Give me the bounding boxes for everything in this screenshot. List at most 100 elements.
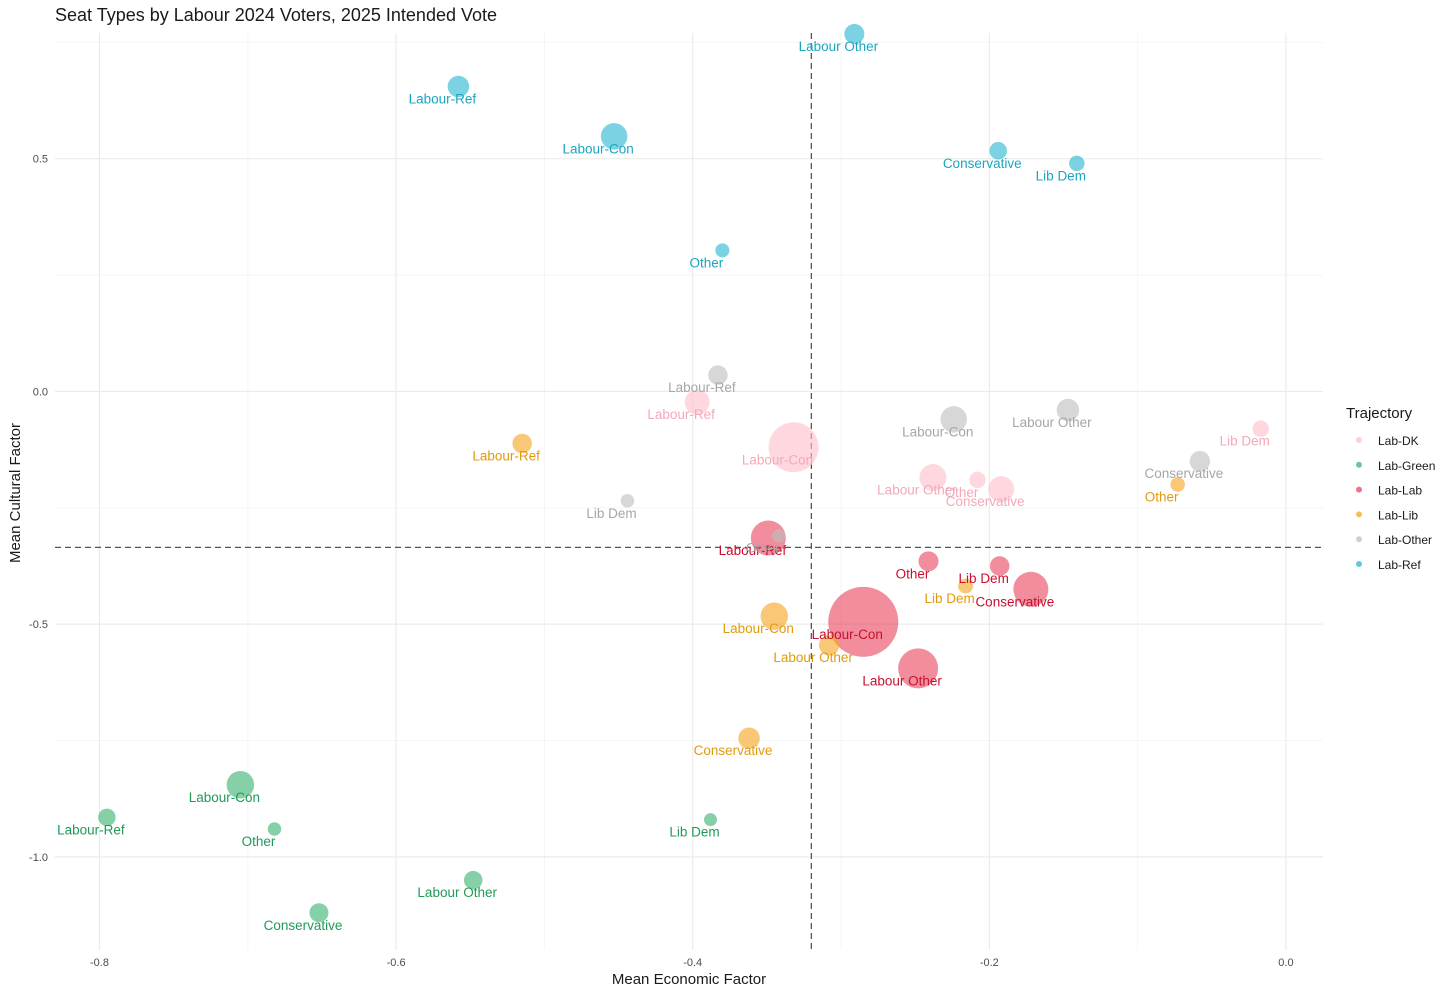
point-lab-lib [818, 634, 840, 656]
point-label: Labour Other [417, 885, 497, 900]
point-lab-other [771, 528, 786, 543]
point-lab-ref [447, 75, 470, 98]
point-lab-dk [969, 471, 986, 489]
point-lab-dk [988, 476, 1015, 503]
point-lab-ref [844, 23, 865, 44]
point-label: Labour-Con [562, 141, 633, 156]
point-label: Other [896, 566, 930, 581]
point-lab-other [1056, 398, 1080, 422]
point-lab-lab [828, 586, 899, 657]
point-lab-ref [600, 123, 628, 150]
legend-label-lab-ref: Lab-Ref [1378, 558, 1421, 572]
point-label: Other [746, 541, 780, 556]
y-axis-title: Mean Cultural Factor [7, 423, 24, 563]
y-tick-label: -1.0 [29, 852, 48, 864]
point-label: Labour-Con [189, 790, 260, 805]
x-tick-label: -0.2 [980, 957, 999, 969]
point-label: Labour Other [862, 673, 942, 688]
tick-labels-layer: -0.8 -0.6 -0.4 -0.2 0.0 -1.0 -0.5 0.0 0.5 [29, 154, 1294, 969]
legend-key-lab-lib [1356, 511, 1362, 518]
point-label: Labour-Con [812, 627, 883, 642]
point-lab-lab [989, 556, 1010, 576]
point-label: Lib Dem [959, 571, 1009, 586]
point-label: Other [1145, 490, 1179, 505]
point-lab-other [1189, 450, 1211, 472]
point-label: Conservative [946, 494, 1025, 509]
point-lab-lib [1170, 477, 1185, 492]
point-lab-green [267, 822, 282, 836]
point-lab-lib [738, 727, 760, 749]
point-label: Labour-Ref [647, 407, 715, 422]
x-tick-label: 0.0 [1278, 957, 1293, 969]
point-lab-other [620, 494, 635, 508]
grid-layer [55, 33, 1323, 950]
point-lab-ref [989, 142, 1007, 160]
point-lab-green [463, 870, 483, 890]
point-lab-dk [768, 422, 819, 473]
point-lab-lib [512, 433, 532, 454]
point-label: Other [689, 255, 723, 270]
point-lab-ref [715, 243, 730, 258]
point-lab-green [309, 903, 329, 923]
point-lab-dk [1252, 420, 1269, 437]
point-lab-ref [1069, 155, 1085, 172]
point-label: Lib Dem [1036, 168, 1086, 183]
legend-label-lab-lib: Lab-Lib [1378, 508, 1418, 522]
point-label: Conservative [264, 918, 343, 933]
point-label: Conservative [943, 156, 1022, 171]
point-lab-green [98, 808, 116, 827]
point-label: Labour Other [799, 39, 879, 54]
point-label: Conservative [975, 594, 1054, 609]
legend-label-lab-dk: Lab-DK [1378, 434, 1419, 448]
x-tick-label: -0.4 [683, 957, 702, 969]
point-lab-lab [898, 648, 939, 689]
chart-title: Seat Types by Labour 2024 Voters, 2025 I… [55, 5, 497, 25]
point-label: Labour-Ref [719, 543, 787, 558]
x-axis-title: Mean Economic Factor [612, 971, 766, 988]
point-label: Labour-Ref [409, 92, 477, 107]
point-lab-green [704, 813, 718, 827]
point-label: Other [945, 485, 979, 500]
point-label: Labour Other [877, 483, 957, 498]
point-label: Labour-Ref [472, 449, 540, 464]
point-label: Lib Dem [669, 825, 719, 840]
point-label: Labour-Con [723, 621, 794, 636]
legend-key-lab-lab [1356, 486, 1362, 493]
point-label: Conservative [694, 743, 773, 758]
point-lab-lib [760, 602, 789, 630]
legend-label-lab-other: Lab-Other [1378, 533, 1432, 547]
point-label: Labour-Ref [57, 822, 125, 837]
point-label: Labour Other [773, 650, 853, 665]
legend: Trajectory Lab-DK Lab-Green Lab-Lab Lab-Lib… [1346, 405, 1435, 572]
point-lab-dk [684, 389, 710, 415]
point-lab-lib [958, 578, 974, 594]
point-lab-dk [919, 464, 947, 492]
point-label: Conservative [1145, 466, 1224, 481]
point-label: Other [242, 834, 276, 849]
legend-key-lab-other [1356, 536, 1362, 543]
points-layer [98, 23, 1269, 923]
point-label: Labour Other [1012, 415, 1092, 430]
legend-label-lab-lab: Lab-Lab [1378, 484, 1422, 498]
point-lab-other [708, 365, 728, 385]
x-tick-label: -0.8 [90, 957, 109, 969]
legend-title: Trajectory [1346, 405, 1413, 422]
legend-key-lab-dk [1356, 437, 1362, 443]
point-label: Lib Dem [1220, 434, 1270, 449]
reference-lines [55, 33, 1323, 950]
point-lab-lab [918, 551, 939, 572]
legend-key-lab-green [1356, 461, 1362, 468]
point-label: Labour-Ref [668, 380, 736, 395]
legend-label-lab-green: Lab-Green [1378, 459, 1435, 473]
point-lab-green [226, 771, 255, 799]
y-tick-label: 0.0 [33, 386, 48, 398]
x-tick-label: -0.6 [387, 957, 406, 969]
y-tick-label: -0.5 [29, 619, 48, 631]
point-label: Labour-Con [902, 424, 973, 439]
legend-key-lab-ref [1356, 561, 1362, 567]
point-lab-lab [1013, 571, 1049, 607]
point-label: Lib Dem [924, 591, 974, 606]
y-tick-label: 0.5 [33, 154, 48, 166]
